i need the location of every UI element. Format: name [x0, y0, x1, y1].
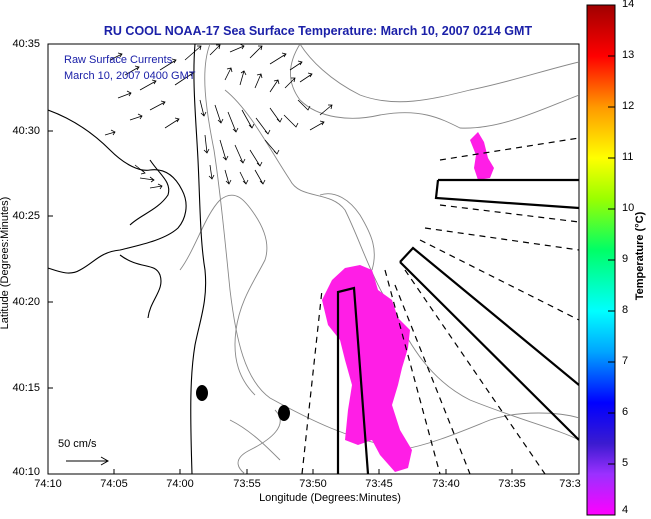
colorbar-tick-label: 10: [622, 202, 635, 214]
station-marker-west: [196, 385, 208, 401]
colorbar-tick-label: 5: [622, 457, 629, 469]
x-tick-label: 73:50: [299, 478, 327, 490]
inset-label-date: March 10, 2007 0400 GMT: [64, 70, 196, 82]
sst-patch-south: [322, 265, 412, 472]
coastline: [48, 44, 207, 474]
x-tick-label: 74:05: [100, 478, 128, 490]
y-tick-label: 40:10: [12, 466, 40, 478]
x-tick-label: 74:00: [166, 478, 194, 490]
colorbar-ticks: [608, 55, 615, 465]
colorbar-tick-label: 12: [622, 100, 635, 112]
current-vectors: [104, 44, 333, 190]
x-tick-label: 73:3: [559, 478, 581, 490]
colorbar-tick-label: 13: [622, 49, 635, 61]
x-axis-title: Longitude (Degrees:Minutes): [259, 492, 401, 504]
axis-ticks: [48, 43, 513, 475]
colorbar-tick-label: 14: [622, 0, 635, 10]
x-tick-label: 73:45: [365, 478, 393, 490]
y-tick-label: 40:25: [12, 210, 40, 222]
colorbar-tick-label: 8: [622, 304, 629, 316]
scale-arrow: [66, 456, 110, 466]
colorbar-tick-label: 7: [622, 355, 629, 367]
sst-patch-north: [470, 132, 494, 180]
colorbar-tick-label: 9: [622, 253, 629, 265]
bathymetry-contours: [179, 44, 579, 474]
x-tick-label: 73:55: [233, 478, 261, 490]
station-marker-east: [278, 405, 290, 421]
transect-boxes: [336, 178, 579, 474]
colorbar-tick-label: 11: [622, 151, 634, 163]
x-tick-label: 73:35: [498, 478, 526, 490]
inset-label-currents: Raw Surface Currents: [64, 54, 173, 66]
radar-range-lines: [301, 137, 579, 474]
map-title: RU COOL NOAA-17 Sea Surface Temperature:…: [103, 24, 533, 38]
y-tick-label: 40:30: [12, 125, 40, 137]
x-tick-label: 73:40: [432, 478, 460, 490]
scale-arrow-label: 50 cm/s: [58, 438, 97, 450]
y-axis-title: Latitude (Degrees:Minutes): [0, 196, 11, 330]
y-tick-label: 40:20: [12, 296, 40, 308]
x-tick-label: 74:10: [34, 478, 62, 490]
y-tick-label: 40:15: [12, 382, 40, 394]
y-tick-label: 40:35: [12, 38, 40, 50]
colorbar-tick-label: 6: [622, 406, 629, 418]
map-frame: [47, 43, 580, 475]
colorbar-tick-label: 4: [622, 504, 629, 516]
colorbar-title: Temperature (°C): [634, 211, 646, 301]
